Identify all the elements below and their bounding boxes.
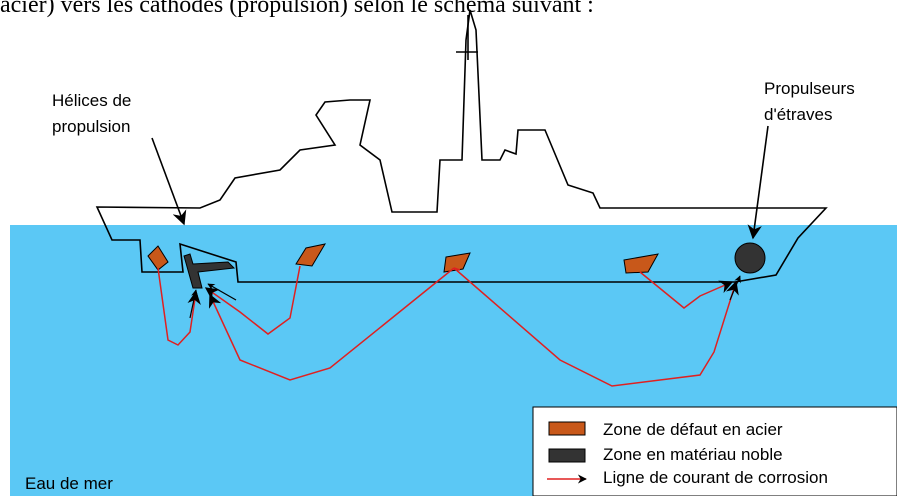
current-line (453, 267, 739, 387)
current-line (204, 265, 301, 335)
legend-swatch (548, 421, 586, 436)
ship-outline (95, 9, 828, 283)
propellers-label: propulsion (52, 117, 130, 136)
legend-swatch (548, 448, 586, 463)
current-line (453, 267, 461, 271)
arrow-accents (189, 275, 741, 319)
current-line (639, 271, 734, 309)
caption: acier) vers les cathodes (propulsion) se… (0, 0, 594, 18)
legend: Zone de défaut en acier Zone en matériau… (532, 406, 897, 496)
bow-thruster (734, 242, 766, 274)
current-line (208, 267, 455, 381)
defect-zones (147, 243, 659, 274)
current-line (157, 267, 201, 346)
leader-line (151, 137, 187, 226)
defect-zone (623, 253, 659, 274)
water-label: Eau de mer (25, 474, 113, 493)
legend-box (532, 406, 897, 496)
leader-line (747, 125, 769, 240)
propeller-noble-zone (183, 253, 236, 289)
legend-label: Zone en matériau noble (603, 445, 783, 464)
arrow (189, 289, 199, 319)
defect-zone (147, 245, 169, 271)
current-lines (157, 265, 739, 387)
legend-label: Zone de défaut en acier (603, 420, 783, 439)
thrusters-label: Propulseurs (764, 79, 855, 98)
defect-zone (295, 243, 327, 267)
legend-label: Ligne de courant de corrosion (603, 468, 828, 487)
thrusters-label: d'étraves (764, 105, 832, 124)
propellers-label: Hélices de (52, 91, 131, 110)
arrow (207, 283, 237, 301)
defect-zone (443, 252, 471, 273)
arrow (729, 275, 741, 301)
